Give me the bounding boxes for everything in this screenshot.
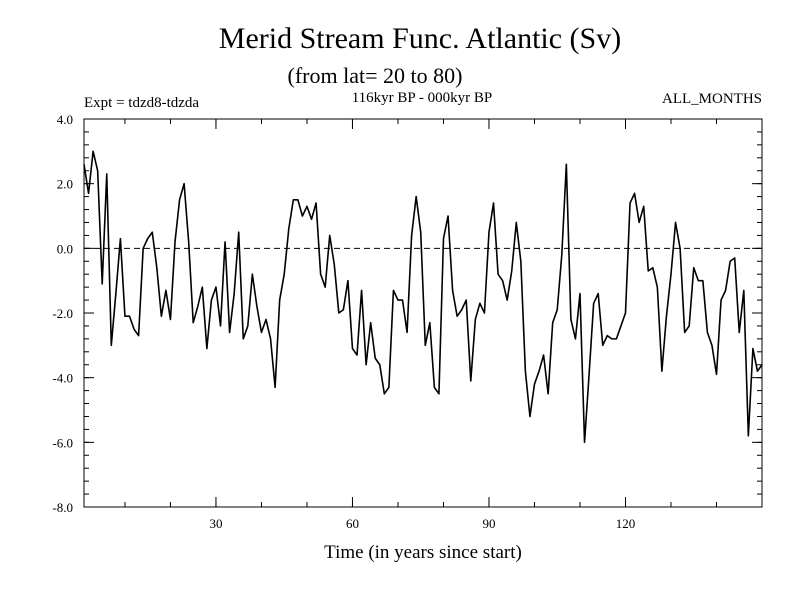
y-tick-label: 0.0 xyxy=(57,241,73,256)
x-tick-label: 30 xyxy=(209,516,222,531)
x-axis-label: Time (in years since start) xyxy=(324,542,522,563)
time-range-label: 116kyr BP - 000kyr BP xyxy=(352,90,493,106)
y-tick-label: -6.0 xyxy=(52,435,73,450)
y-tick-label: 4.0 xyxy=(57,112,73,127)
tick-marks xyxy=(84,118,763,508)
x-tick-label: 90 xyxy=(482,516,495,531)
plot-frame xyxy=(83,118,763,508)
chart-title: Merid Stream Func. Atlantic (Sv) xyxy=(219,22,621,55)
experiment-label: Expt = tdzd8-tdzda xyxy=(84,95,199,111)
plot-area: -8.0 -6.0 -4.0 -2.0 0.0 2.0 4.0 30 60 90 120 xyxy=(52,112,763,531)
series-line xyxy=(83,150,763,444)
y-tick-label: -8.0 xyxy=(52,500,73,515)
x-tick-label: 120 xyxy=(616,516,636,531)
x-tick-label: 60 xyxy=(346,516,359,531)
y-tick-label: -4.0 xyxy=(52,371,73,386)
chart-subtitle: (from lat= 20 to 80) xyxy=(288,63,463,88)
y-tick-label: -2.0 xyxy=(52,306,73,321)
months-label: ALL_MONTHS xyxy=(662,91,762,107)
tick-labels: -8.0 -6.0 -4.0 -2.0 0.0 2.0 4.0 30 60 90 120 xyxy=(52,112,635,531)
y-tick-label: 2.0 xyxy=(57,177,73,192)
